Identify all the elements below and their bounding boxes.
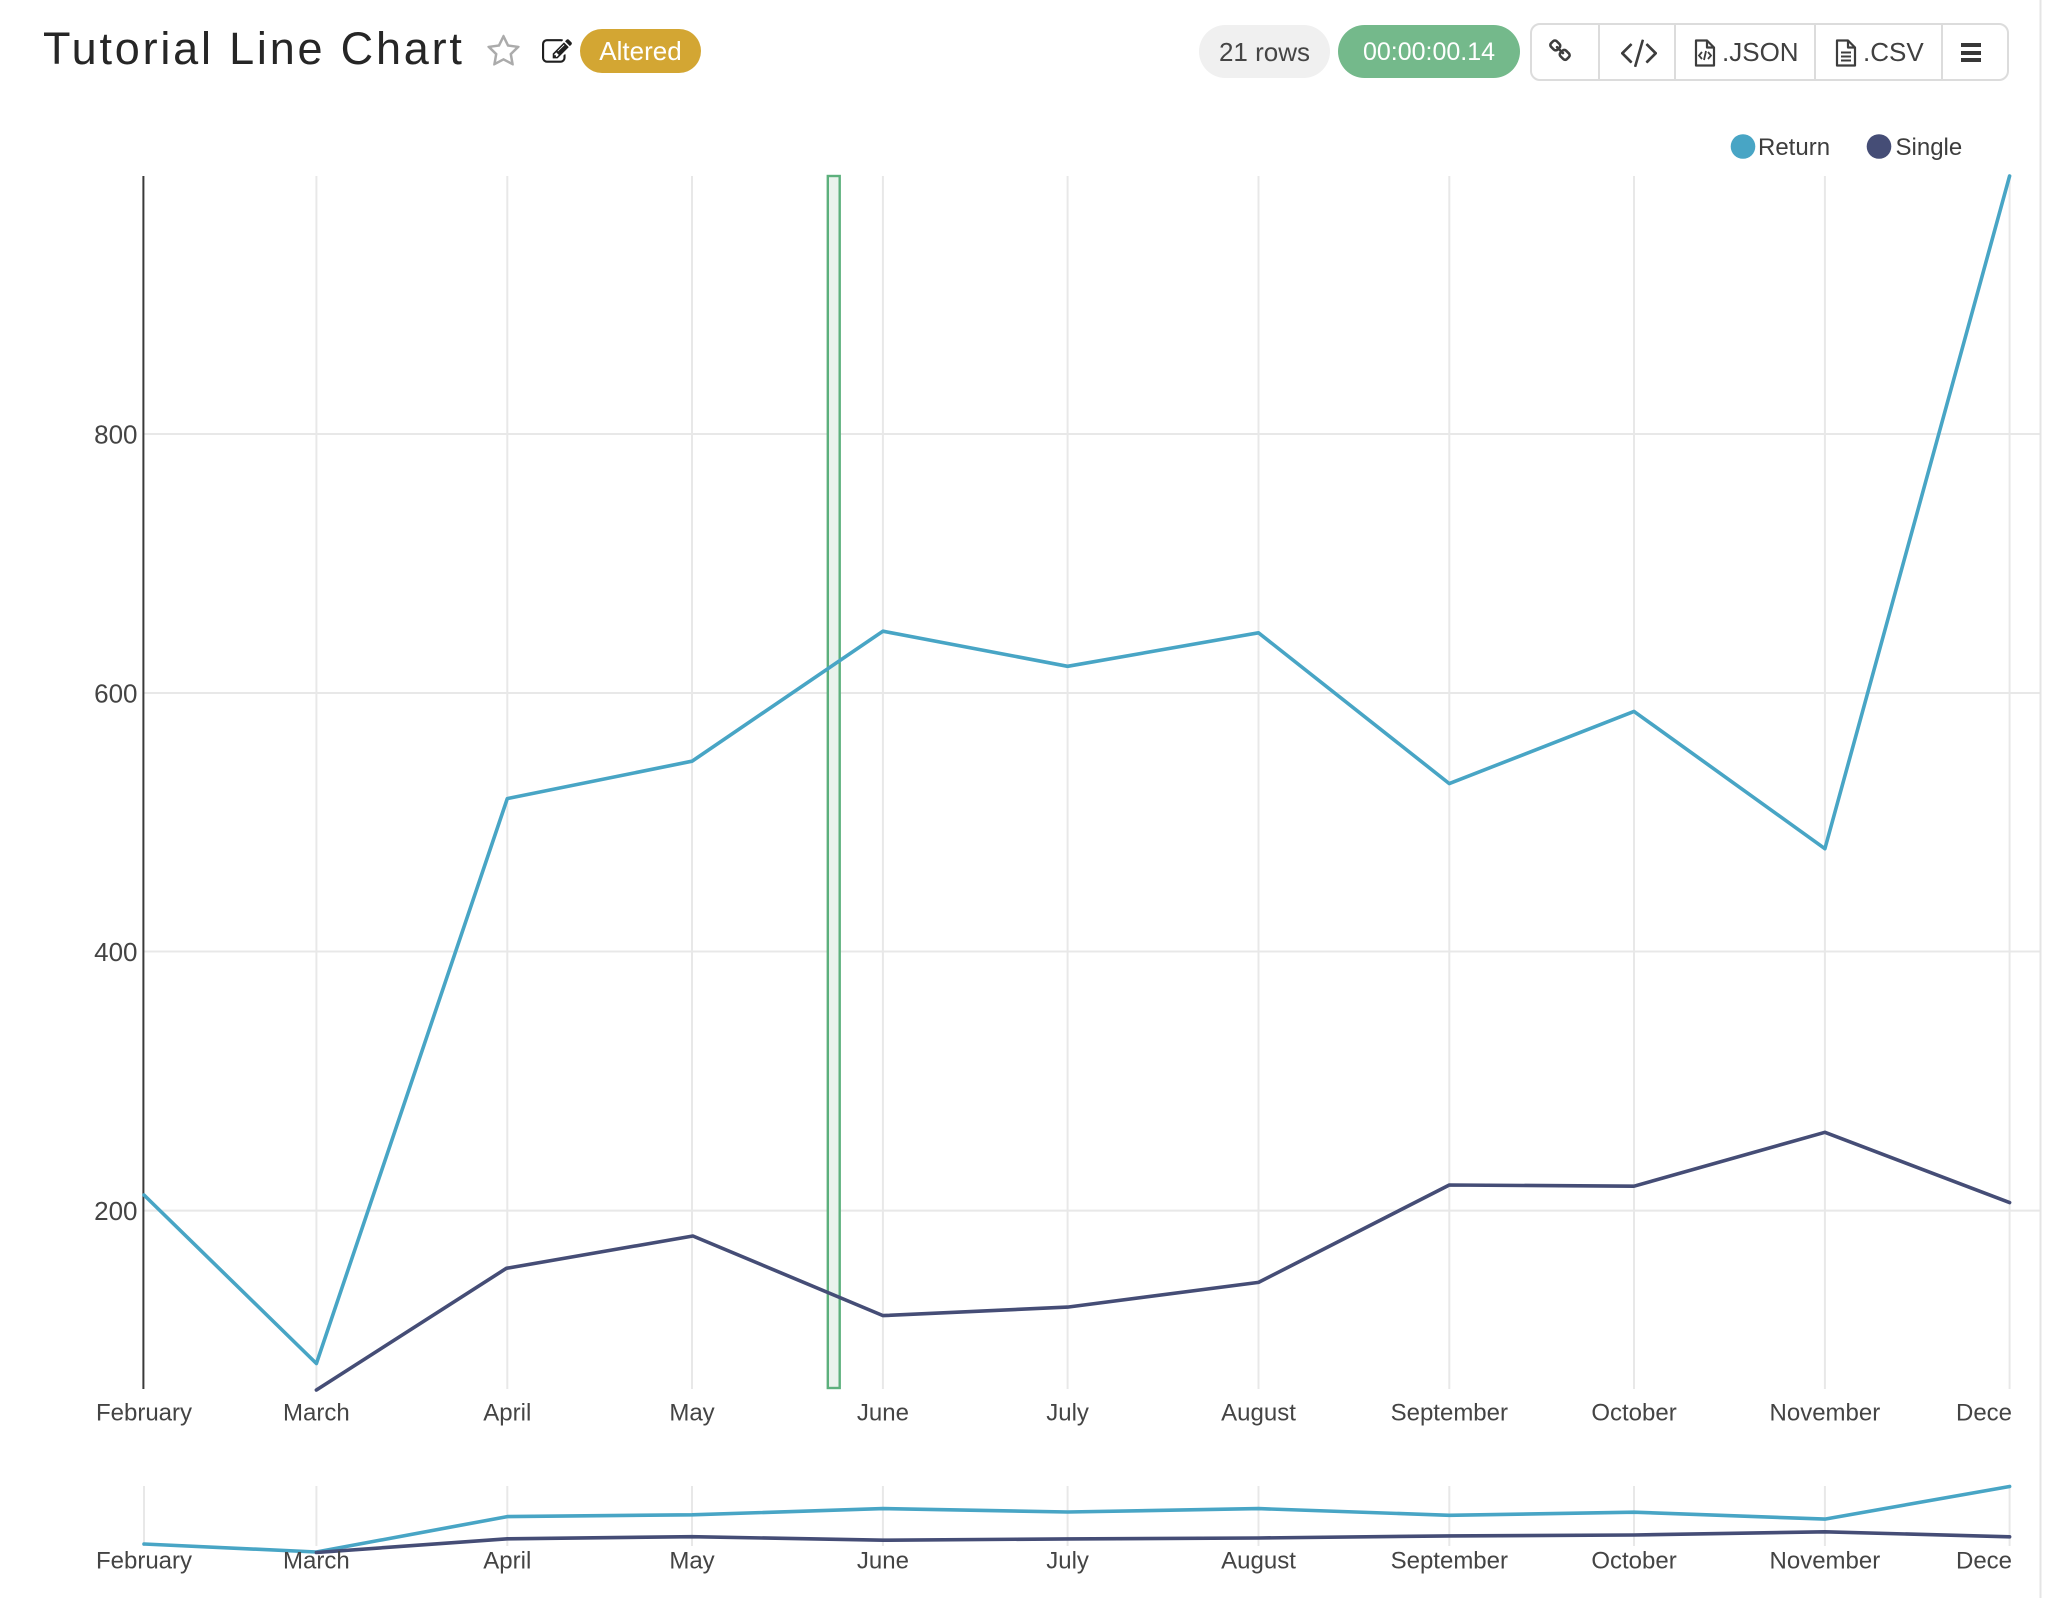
svg-text:200: 200 — [94, 1196, 137, 1226]
svg-text:800: 800 — [94, 419, 137, 449]
svg-text:March: March — [283, 1399, 350, 1426]
svg-text:Return: Return — [1758, 134, 1830, 161]
svg-text:September: September — [1391, 1548, 1508, 1575]
svg-text:May: May — [669, 1548, 714, 1575]
svg-text:600: 600 — [94, 678, 137, 708]
svg-text:April: April — [483, 1399, 531, 1426]
svg-text:June: June — [857, 1548, 909, 1575]
svg-text:June: June — [857, 1399, 909, 1426]
svg-text:August: August — [1221, 1548, 1296, 1575]
svg-text:Dece: Dece — [1956, 1399, 2012, 1426]
svg-text:July: July — [1046, 1399, 1089, 1426]
svg-text:February: February — [96, 1399, 192, 1426]
svg-text:Single: Single — [1896, 134, 1963, 161]
svg-text:November: November — [1770, 1548, 1881, 1575]
svg-text:November: November — [1770, 1399, 1881, 1426]
svg-text:August: August — [1221, 1399, 1296, 1426]
svg-text:March: March — [283, 1548, 350, 1575]
svg-text:September: September — [1391, 1399, 1508, 1426]
svg-text:October: October — [1591, 1399, 1676, 1426]
svg-text:400: 400 — [94, 937, 137, 967]
svg-text:July: July — [1046, 1548, 1089, 1575]
svg-text:October: October — [1591, 1548, 1676, 1575]
svg-text:May: May — [669, 1399, 714, 1426]
svg-text:Dece: Dece — [1956, 1548, 2012, 1575]
svg-text:February: February — [96, 1548, 192, 1575]
svg-text:April: April — [483, 1548, 531, 1575]
